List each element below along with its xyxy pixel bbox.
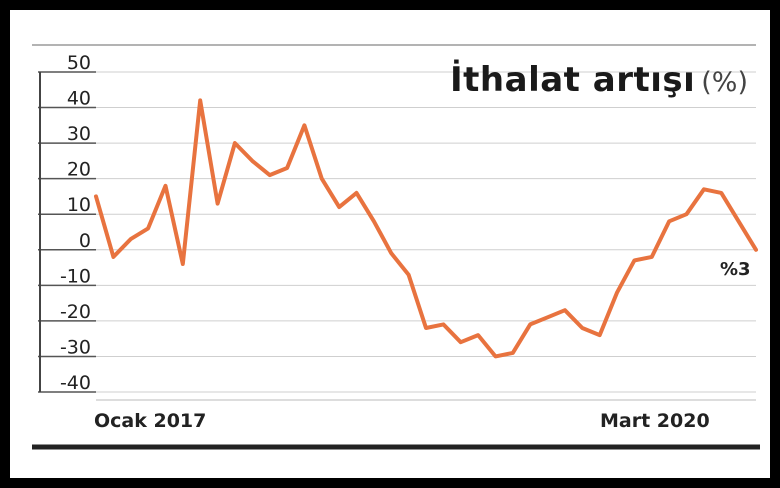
chart-title: İthalat artışı (%)	[450, 60, 748, 100]
y-tick-label: 20	[67, 159, 91, 181]
chart-panel	[8, 8, 772, 480]
chart-title-unit: (%)	[701, 67, 748, 98]
x-end-label: Mart 2020	[600, 410, 710, 432]
y-tick-label: -30	[60, 336, 91, 358]
y-tick-labels: 50 40 30 20 10 0 -10 -20 -30 -40	[60, 52, 91, 394]
grid-lines	[96, 71, 756, 393]
axes	[32, 44, 760, 450]
y-tick-label: 40	[67, 88, 91, 110]
y-tick-label: 0	[79, 230, 91, 252]
y-tick-label: -10	[60, 265, 91, 287]
y-tick-label: 10	[67, 194, 91, 216]
end-value-annotation: %3	[720, 259, 751, 280]
series-points	[95, 100, 757, 357]
y-tick-label: -40	[60, 372, 91, 394]
series-line-import-growth	[94, 98, 758, 359]
y-tick-label: 30	[67, 123, 91, 145]
y-tick-label: 50	[67, 52, 91, 74]
x-start-label: Ocak 2017	[94, 410, 207, 432]
y-tick-label: -20	[60, 301, 91, 323]
chart-title-main: İthalat artışı	[450, 60, 696, 100]
